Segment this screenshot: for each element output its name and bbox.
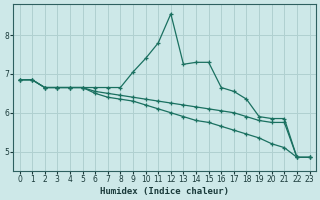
X-axis label: Humidex (Indice chaleur): Humidex (Indice chaleur): [100, 187, 229, 196]
